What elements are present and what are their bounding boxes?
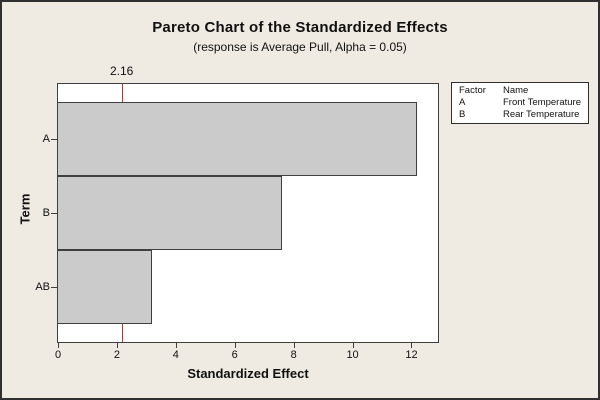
y-tick-label-a: A (42, 132, 50, 145)
x-tick-label-6: 6 (231, 349, 238, 361)
x-tick-label-4: 4 (172, 349, 179, 361)
y-axis-tick-b (51, 213, 57, 214)
x-tick-label-12: 12 (405, 349, 418, 361)
y-tick-label-b: B (42, 206, 50, 219)
legend-row-b-name: Rear Temperature (503, 109, 580, 120)
factor-legend-table: Factor Name A Front Temperature B Rear Temper… (459, 85, 581, 121)
x-axis-tick-4 (175, 343, 177, 348)
x-tick-label-8: 8 (290, 349, 297, 361)
y-axis-tick-a (51, 139, 57, 140)
bar-a[interactable] (58, 102, 417, 176)
bar-ab[interactable] (58, 250, 152, 324)
x-tick-label-0: 0 (54, 349, 62, 361)
legend-row-b-factor: B (459, 109, 466, 120)
x-tick-label-10: 10 (346, 349, 359, 361)
bar-b[interactable] (58, 176, 282, 250)
x-tick-label-2: 2 (113, 349, 120, 361)
x-axis-tick-10 (352, 343, 354, 348)
legend-row-a: A Front Temperature (459, 97, 581, 109)
x-axis-tick-0 (58, 343, 59, 348)
y-axis-tick-ab (51, 287, 57, 288)
legend-header-factor: Factor (459, 85, 486, 96)
x-axis-tick-2 (116, 343, 118, 348)
chart-subtitle: (response is Average Pull, Alpha = 0.05) (193, 40, 407, 54)
x-axis-tick-6 (234, 343, 236, 348)
legend-row-a-factor: A (459, 97, 466, 108)
x-axis-tick-12 (411, 343, 413, 348)
legend-header-name: Name (503, 85, 529, 96)
legend-row-a-name: Front Temperature (503, 97, 581, 108)
reference-line-label: 2.16 (109, 64, 134, 78)
y-tick-label-ab: AB (35, 280, 50, 293)
legend-row-b: B Rear Temperature (459, 109, 581, 121)
x-axis-tick-8 (293, 343, 295, 348)
chart-title: Pareto Chart of the Standardized Effects (152, 19, 448, 36)
legend-header: Factor Name (459, 85, 581, 97)
x-axis-title: Standardized Effect (187, 366, 309, 381)
plot-area (57, 83, 439, 343)
factor-legend: Factor Name A Front Temperature B Rear Temper… (451, 82, 589, 124)
